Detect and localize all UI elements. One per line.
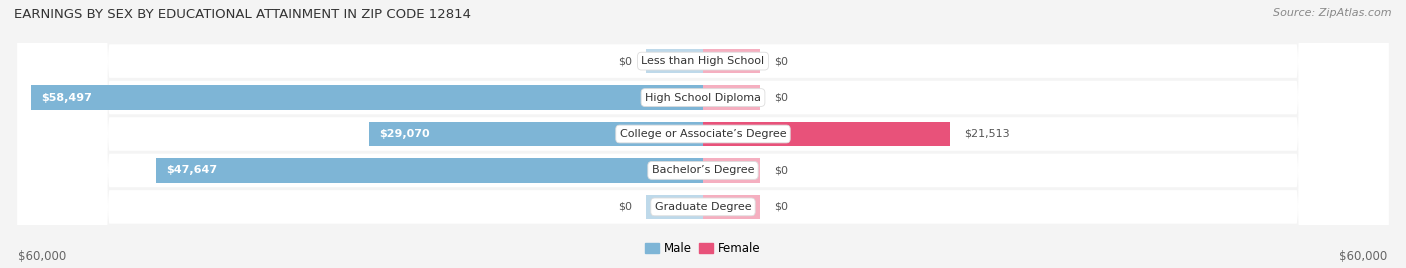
Bar (156, 158, 703, 183)
Text: $21,513: $21,513 (963, 129, 1010, 139)
Text: College or Associate’s Degree: College or Associate’s Degree (620, 129, 786, 139)
FancyBboxPatch shape (17, 0, 1389, 268)
Bar (703, 49, 761, 73)
Text: $60,000: $60,000 (1340, 250, 1388, 263)
Text: Source: ZipAtlas.com: Source: ZipAtlas.com (1274, 8, 1392, 18)
Text: High School Diploma: High School Diploma (645, 92, 761, 103)
Text: $47,647: $47,647 (166, 165, 218, 176)
Bar (645, 195, 703, 219)
Bar (645, 49, 703, 73)
FancyBboxPatch shape (17, 0, 1389, 268)
FancyBboxPatch shape (17, 0, 1389, 268)
FancyBboxPatch shape (17, 0, 1389, 268)
Text: $58,497: $58,497 (42, 92, 93, 103)
Text: $0: $0 (775, 202, 789, 212)
Text: $0: $0 (617, 56, 631, 66)
Text: $0: $0 (775, 56, 789, 66)
Bar (703, 195, 761, 219)
Text: $0: $0 (775, 92, 789, 103)
Text: Less than High School: Less than High School (641, 56, 765, 66)
Bar (703, 122, 950, 146)
Text: EARNINGS BY SEX BY EDUCATIONAL ATTAINMENT IN ZIP CODE 12814: EARNINGS BY SEX BY EDUCATIONAL ATTAINMEN… (14, 8, 471, 21)
Text: Graduate Degree: Graduate Degree (655, 202, 751, 212)
Text: $60,000: $60,000 (18, 250, 66, 263)
Text: Bachelor’s Degree: Bachelor’s Degree (652, 165, 754, 176)
Text: $29,070: $29,070 (380, 129, 430, 139)
Bar (31, 85, 703, 110)
Legend: Male, Female: Male, Female (641, 237, 765, 259)
Bar (703, 85, 761, 110)
FancyBboxPatch shape (17, 0, 1389, 268)
Bar (370, 122, 703, 146)
Bar (703, 158, 761, 183)
Text: $0: $0 (775, 165, 789, 176)
Text: $0: $0 (617, 202, 631, 212)
